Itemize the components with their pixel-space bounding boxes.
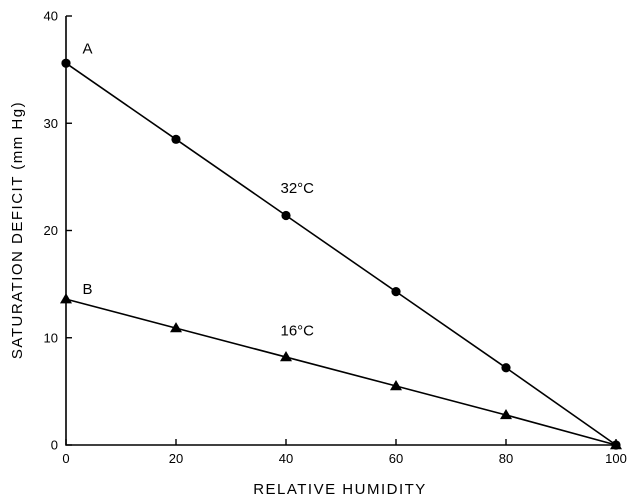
- y-axis-label: SATURATION DEFICIT (mm Hg): [9, 101, 26, 359]
- annotation: B: [83, 281, 93, 298]
- data-point-circle: [501, 363, 511, 373]
- data-point-triangle: [60, 293, 72, 304]
- data-point-circle: [171, 134, 181, 144]
- series-line: [65, 298, 617, 446]
- ticks: 0 20 40 60 80 100 0 10 20 30 40: [44, 9, 627, 467]
- annotation: A: [83, 41, 93, 58]
- axis-frame: [65, 16, 616, 446]
- y-tick-label: 10: [44, 330, 58, 345]
- x-tick-label: 20: [169, 451, 183, 466]
- y-tick-label: 0: [51, 438, 58, 453]
- axes: [65, 16, 616, 446]
- data-point-triangle: [390, 380, 402, 391]
- data-point-triangle: [170, 322, 182, 333]
- x-axis-label: RELATIVE HUMIDITY: [253, 481, 427, 497]
- y-tick-label: 20: [44, 223, 58, 238]
- data-point-triangle: [610, 439, 622, 450]
- annotations: A 32°C B 16°C: [83, 41, 315, 340]
- series-0: [61, 58, 621, 450]
- annotation: 16°C: [281, 323, 315, 340]
- x-tick-label: 60: [389, 451, 403, 466]
- x-tick-label: 40: [279, 451, 293, 466]
- data-point-triangle: [280, 351, 292, 362]
- x-tick-label: 0: [62, 451, 69, 466]
- annotation: 32°C: [281, 180, 315, 197]
- data-point-circle: [281, 210, 291, 221]
- data-point-triangle: [500, 408, 512, 420]
- x-tick-label: 80: [499, 451, 513, 466]
- y-tick-label: 40: [44, 9, 58, 24]
- data-point-circle: [61, 58, 71, 68]
- data-point-circle: [391, 287, 401, 297]
- series-1: [60, 293, 622, 450]
- x-tick-label: 100: [605, 451, 627, 466]
- series-line: [65, 62, 617, 446]
- y-tick-label: 30: [44, 116, 58, 131]
- series: [60, 58, 622, 450]
